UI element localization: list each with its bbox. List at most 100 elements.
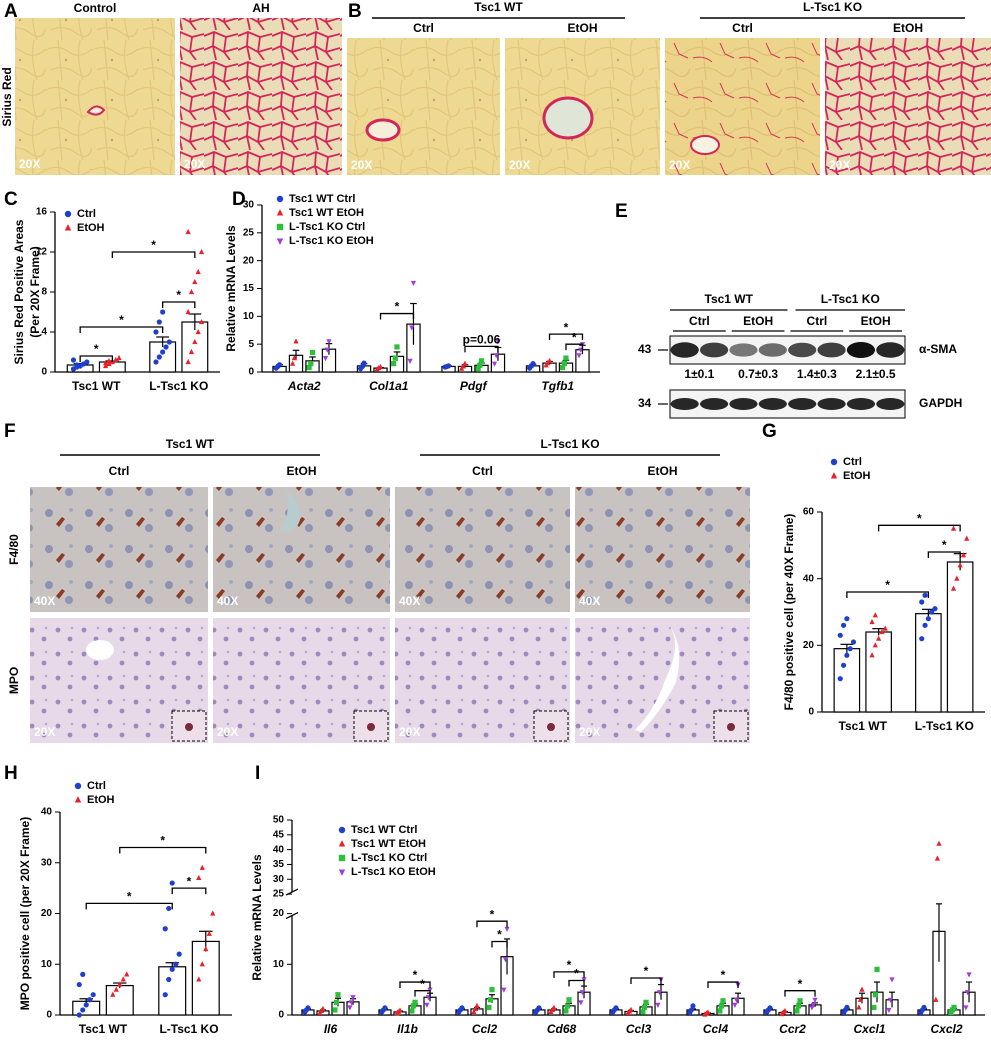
micrograph <box>15 18 175 175</box>
band <box>699 398 729 410</box>
data-point <box>720 998 726 1004</box>
significance-label: p=0.06 <box>463 333 501 347</box>
data-point <box>156 354 162 360</box>
data-point <box>210 910 216 916</box>
bar <box>191 940 220 1016</box>
significance-bracket <box>476 920 508 928</box>
protein-label: GAPDH <box>919 396 962 410</box>
data-point <box>950 585 957 591</box>
data-point <box>869 652 875 658</box>
band <box>729 343 758 357</box>
data-point <box>872 612 878 618</box>
y-axis-label: MPO positive cell (per 20X Frame) <box>18 817 32 1010</box>
data-point <box>309 349 316 356</box>
data-point <box>198 248 205 255</box>
data-point <box>176 951 182 957</box>
band <box>758 398 787 410</box>
data-point <box>124 971 130 977</box>
data-point <box>87 997 93 1003</box>
inset-box <box>713 710 749 742</box>
significance-label: * <box>94 342 99 356</box>
significance-bracket <box>119 846 207 854</box>
data-point <box>732 1002 738 1008</box>
data-point <box>871 1004 877 1010</box>
data-point <box>844 616 850 622</box>
data-point <box>116 354 122 361</box>
x-tick-label: Cd68 <box>547 1022 577 1036</box>
data-point <box>566 997 572 1003</box>
panel-letter: G <box>762 421 777 442</box>
magnification: 40X <box>579 594 600 608</box>
panel-letter: B <box>348 1 362 22</box>
group-header: Tsc1 WT <box>166 437 215 451</box>
data-point <box>166 976 172 983</box>
data-point <box>445 363 452 369</box>
band <box>788 342 817 358</box>
y-tick-label: 8 <box>41 287 47 298</box>
x-tick-label: Ccl3 <box>626 1022 652 1036</box>
image-title: EtOH <box>287 464 317 478</box>
data-point <box>153 359 159 365</box>
image-title: Ctrl <box>472 464 493 478</box>
data-point <box>382 1005 388 1011</box>
data-point <box>462 360 468 366</box>
significance-bracket <box>568 979 585 987</box>
image-title: EtOH <box>568 21 598 35</box>
data-point <box>478 358 485 364</box>
data-point <box>324 347 330 353</box>
data-point <box>546 357 553 363</box>
data-point <box>613 1005 619 1011</box>
y-tick-label: 30 <box>273 874 285 885</box>
data-point <box>153 329 159 335</box>
lane-label: EtOH <box>861 314 891 328</box>
data-point <box>160 349 166 355</box>
magnification: 20X <box>399 725 420 739</box>
band <box>876 342 905 358</box>
y-tick-label: 0 <box>46 1010 52 1021</box>
significance-bracket <box>111 251 196 258</box>
magnification: 20X <box>19 157 40 171</box>
significance-label: * <box>119 313 124 327</box>
significance-label: * <box>574 967 579 981</box>
x-tick-label: Il1b <box>397 1022 418 1036</box>
y-axis-label: Sirius Red Positive Areas <box>12 219 26 364</box>
significance-bracket <box>846 591 930 598</box>
vessel <box>86 105 106 116</box>
data-point <box>76 981 82 988</box>
data-point <box>857 996 864 1002</box>
data-point <box>195 268 201 275</box>
data-point <box>966 972 972 978</box>
data-point <box>83 1002 89 1008</box>
data-point <box>173 961 179 967</box>
quantification: 1.4±0.3 <box>797 367 837 381</box>
legend-marker <box>64 210 72 218</box>
panel-letter: A <box>4 1 18 22</box>
data-point <box>361 360 367 366</box>
data-point <box>392 355 398 361</box>
data-point <box>925 616 931 622</box>
group-header: Tsc1 WT <box>474 0 523 14</box>
inset-cell <box>547 723 555 731</box>
significance-bracket <box>379 312 415 320</box>
legend-marker <box>276 238 284 245</box>
legend-label: EtOH <box>843 470 871 482</box>
data-point <box>767 1005 773 1011</box>
data-point <box>922 592 928 598</box>
data-point <box>410 280 417 287</box>
data-point <box>876 635 882 641</box>
significance-bracket <box>79 355 113 362</box>
data-point <box>640 1009 646 1015</box>
data-point <box>869 618 875 625</box>
y-axis-label: (Per 20X Frame) <box>28 246 42 337</box>
data-point <box>320 1005 326 1011</box>
data-point <box>495 339 501 345</box>
data-point <box>530 361 536 367</box>
y-tick-label: 0 <box>41 367 47 378</box>
data-point <box>76 1012 82 1018</box>
significance-label: * <box>187 874 192 888</box>
data-point <box>74 362 80 368</box>
y-tick-label: 10 <box>41 959 53 970</box>
legend-marker <box>276 209 284 216</box>
data-point <box>424 1002 430 1008</box>
band <box>788 398 817 410</box>
